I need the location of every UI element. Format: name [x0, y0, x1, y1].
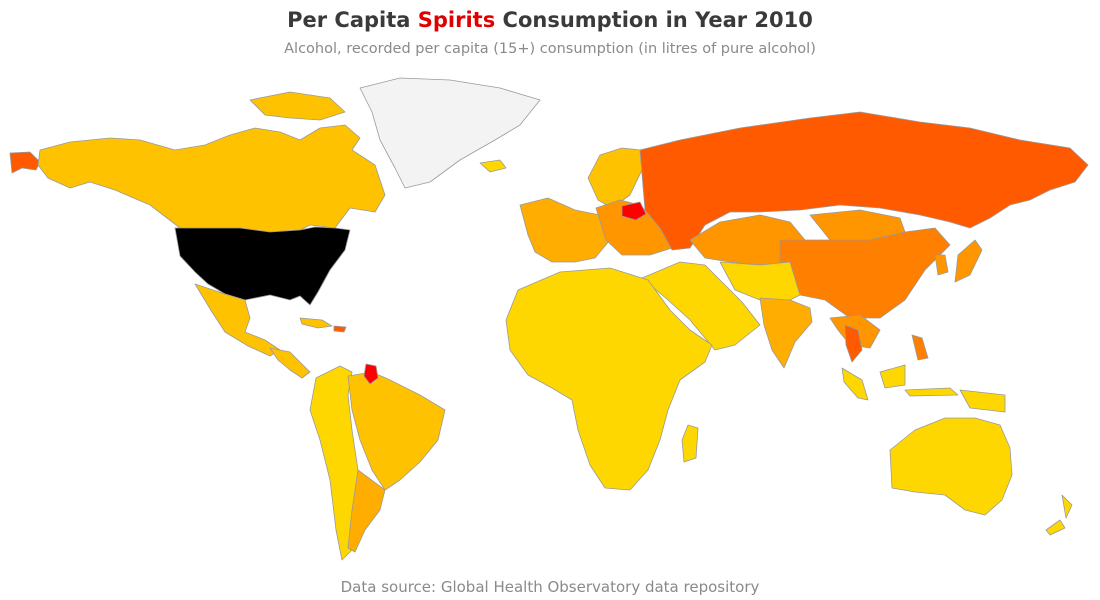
region-haiti[interactable]	[333, 325, 347, 333]
region-africa[interactable]	[505, 267, 713, 491]
region-japan[interactable]	[954, 239, 983, 283]
region-greenland[interactable]	[359, 77, 541, 189]
title-suffix: Consumption in Year 2010	[495, 8, 813, 32]
region-alaska[interactable]	[9, 151, 41, 174]
data-source-note: Data source: Global Health Observatory d…	[340, 578, 760, 596]
region-brazil[interactable]	[347, 371, 446, 491]
region-canada[interactable]	[37, 124, 386, 233]
region-canada-islands[interactable]	[249, 91, 346, 121]
region-madagascar[interactable]	[681, 424, 699, 463]
chart-title: Per Capita Spirits Consumption in Year 2…	[0, 8, 1100, 32]
region-iceland[interactable]	[479, 159, 507, 173]
region-indonesia[interactable]	[841, 364, 1006, 413]
region-middle-east[interactable]	[641, 261, 761, 351]
region-india[interactable]	[759, 297, 813, 369]
region-argentina[interactable]	[347, 469, 386, 553]
region-central-america[interactable]	[269, 347, 311, 379]
title-highlight: Spirits	[417, 8, 496, 32]
region-belarus[interactable]	[621, 201, 647, 221]
chart-subtitle: Alcohol, recorded per capita (15+) consu…	[284, 41, 816, 57]
region-china[interactable]	[779, 227, 951, 319]
region-philippines[interactable]	[911, 334, 929, 361]
region-scandinavia[interactable]	[587, 147, 643, 209]
region-russia[interactable]	[639, 111, 1089, 251]
region-mexico[interactable]	[194, 283, 281, 357]
region-cuba[interactable]	[299, 317, 333, 329]
region-australia[interactable]	[889, 417, 1013, 516]
region-thailand[interactable]	[844, 324, 863, 363]
title-prefix: Per Capita	[287, 8, 418, 32]
region-usa[interactable]	[174, 226, 351, 306]
region-korea[interactable]	[934, 254, 949, 276]
region-western-europe[interactable]	[519, 197, 611, 263]
region-new-zealand[interactable]	[1045, 494, 1073, 536]
region-guyana[interactable]	[363, 363, 379, 385]
